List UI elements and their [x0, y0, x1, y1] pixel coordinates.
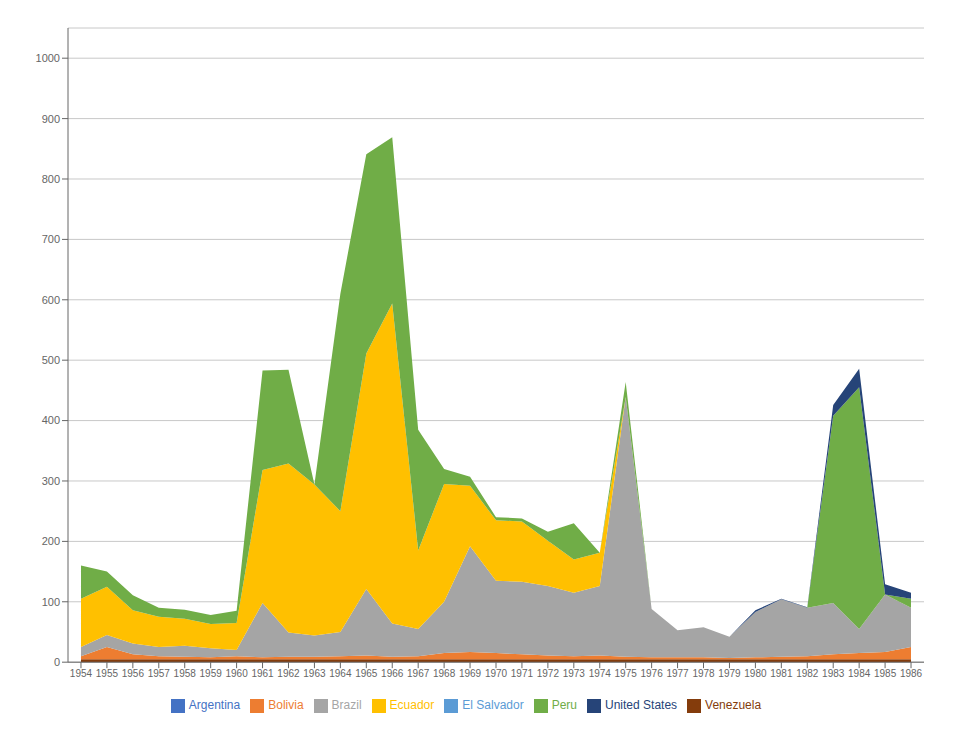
svg-text:1979: 1979 [718, 668, 741, 679]
svg-text:400: 400 [42, 414, 60, 426]
html-text:Bolivia: Bolivia [268, 698, 304, 713]
svg-text:200: 200 [42, 535, 60, 547]
svg-text:1985: 1985 [874, 668, 897, 679]
html-text:Ecuador: Ecuador [389, 698, 435, 713]
svg-text:1960: 1960 [225, 668, 248, 679]
html-text:Peru: Peru [551, 698, 577, 713]
svg-text:1978: 1978 [692, 668, 715, 679]
svg-text:1981: 1981 [770, 668, 793, 679]
svg-text:1967: 1967 [407, 668, 430, 679]
html-text:United States: United States [605, 698, 678, 713]
svg-text:1964: 1964 [329, 668, 352, 679]
svg-text:1969: 1969 [459, 668, 482, 679]
svg-text:1000: 1000 [36, 52, 60, 64]
svg-text:100: 100 [42, 596, 60, 608]
svg-text:1955: 1955 [96, 668, 119, 679]
svg-text:1977: 1977 [666, 668, 689, 679]
svg-text:1975: 1975 [615, 668, 638, 679]
svg-text:1983: 1983 [822, 668, 845, 679]
svg-text:1965: 1965 [355, 668, 378, 679]
html-text:Venezuela: Venezuela [705, 698, 762, 713]
svg-text:1956: 1956 [122, 668, 145, 679]
svg-text:1970: 1970 [485, 668, 508, 679]
svg-text:600: 600 [42, 294, 60, 306]
svg-text:1961: 1961 [251, 668, 274, 679]
svg-text:1972: 1972 [537, 668, 560, 679]
svg-text:1986: 1986 [900, 668, 923, 679]
svg-text:1974: 1974 [589, 668, 612, 679]
svg-text:500: 500 [42, 354, 60, 366]
svg-text:300: 300 [42, 475, 60, 487]
html-text:Brazil: Brazil [331, 698, 362, 713]
svg-text:0: 0 [54, 656, 60, 668]
svg-text:1966: 1966 [381, 668, 404, 679]
svg-text:800: 800 [42, 173, 60, 185]
svg-text:1984: 1984 [848, 668, 871, 679]
svg-text:1959: 1959 [200, 668, 223, 679]
html-text:Argentina: Argentina [188, 698, 241, 713]
svg-text:1954: 1954 [70, 668, 93, 679]
svg-text:900: 900 [42, 113, 60, 125]
svg-text:1958: 1958 [174, 668, 197, 679]
svg-text:1968: 1968 [433, 668, 456, 679]
svg-text:1976: 1976 [641, 668, 664, 679]
svg-text:1982: 1982 [796, 668, 819, 679]
svg-text:1962: 1962 [277, 668, 300, 679]
html-text:El Salvador: El Salvador [462, 698, 524, 713]
svg-text:1973: 1973 [563, 668, 586, 679]
svg-text:1957: 1957 [148, 668, 171, 679]
svg-text:1980: 1980 [744, 668, 767, 679]
svg-text:700: 700 [42, 233, 60, 245]
svg-text:1963: 1963 [303, 668, 326, 679]
svg-text:1971: 1971 [511, 668, 534, 679]
